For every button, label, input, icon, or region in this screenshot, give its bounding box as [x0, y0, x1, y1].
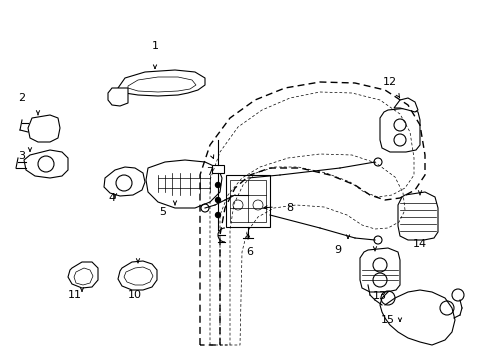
- Circle shape: [215, 212, 220, 217]
- Polygon shape: [379, 108, 419, 152]
- Text: 15: 15: [380, 315, 394, 325]
- Text: 2: 2: [19, 93, 25, 103]
- Text: 5: 5: [159, 207, 166, 217]
- Text: 7: 7: [206, 167, 213, 177]
- Polygon shape: [124, 267, 153, 285]
- Text: 13: 13: [372, 291, 386, 301]
- Text: 4: 4: [108, 193, 115, 203]
- Polygon shape: [118, 70, 204, 96]
- Bar: [229, 180, 265, 222]
- Text: 8: 8: [286, 203, 293, 213]
- Polygon shape: [24, 150, 68, 178]
- Bar: [225, 175, 269, 227]
- Text: 6: 6: [246, 247, 253, 257]
- Text: 10: 10: [128, 290, 142, 300]
- Polygon shape: [128, 77, 196, 92]
- Bar: [212, 165, 224, 173]
- Text: 3: 3: [19, 151, 25, 161]
- Polygon shape: [28, 115, 60, 142]
- Polygon shape: [393, 98, 417, 112]
- Polygon shape: [108, 88, 128, 106]
- Circle shape: [215, 198, 220, 202]
- Text: 11: 11: [68, 290, 82, 300]
- Text: 9: 9: [334, 245, 341, 255]
- Polygon shape: [146, 160, 222, 208]
- Text: 12: 12: [382, 77, 396, 87]
- Text: 14: 14: [412, 239, 426, 249]
- Text: 1: 1: [151, 41, 158, 51]
- Circle shape: [215, 183, 220, 188]
- Polygon shape: [74, 268, 93, 285]
- Polygon shape: [104, 167, 145, 196]
- Polygon shape: [118, 261, 157, 290]
- Polygon shape: [359, 248, 399, 292]
- Polygon shape: [68, 262, 98, 288]
- Polygon shape: [397, 192, 437, 240]
